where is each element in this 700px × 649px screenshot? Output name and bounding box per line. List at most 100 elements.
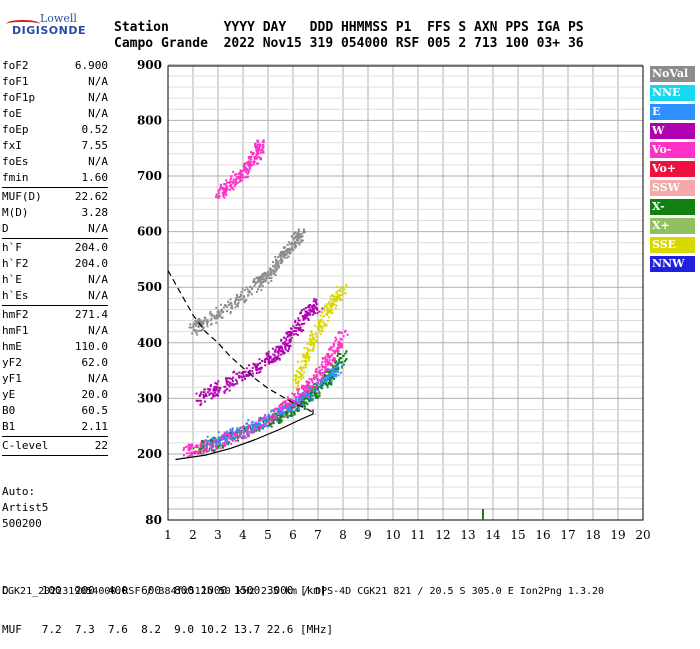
data-point — [261, 143, 264, 146]
data-point — [217, 391, 220, 394]
data-point — [314, 393, 317, 396]
data-point — [294, 395, 297, 398]
data-point — [294, 321, 297, 324]
data-point — [223, 196, 226, 199]
data-point — [293, 326, 296, 329]
data-point — [323, 375, 326, 378]
data-point — [306, 348, 309, 351]
data-point — [339, 356, 342, 359]
data-point — [238, 429, 241, 432]
data-point — [322, 315, 325, 318]
data-point — [306, 314, 309, 317]
data-point — [258, 418, 261, 421]
data-point — [272, 272, 275, 275]
data-point — [267, 274, 270, 277]
data-point — [285, 342, 288, 345]
data-point — [297, 392, 300, 395]
data-point — [306, 346, 309, 349]
data-point — [288, 409, 291, 412]
data-point — [277, 419, 280, 422]
data-point — [333, 357, 336, 360]
param-row: M(D) 3.28 — [2, 205, 108, 221]
data-point — [297, 376, 300, 379]
data-point — [294, 246, 297, 249]
data-point — [225, 438, 228, 441]
data-point — [288, 347, 291, 350]
data-point — [298, 328, 301, 331]
param-row: h`E N/A — [2, 272, 108, 288]
data-point — [279, 347, 282, 350]
data-point — [225, 442, 228, 445]
data-point — [316, 308, 319, 311]
data-point — [269, 268, 272, 271]
data-point — [243, 289, 246, 292]
data-point — [218, 195, 221, 198]
data-point — [336, 349, 339, 352]
data-point — [324, 304, 327, 307]
x-tick-label: 4 — [239, 528, 247, 542]
data-point — [288, 340, 291, 343]
data-point — [337, 344, 340, 347]
data-point — [189, 454, 192, 457]
data-point — [315, 392, 318, 395]
data-point — [274, 273, 277, 276]
param-name: h`E — [2, 273, 22, 286]
data-point — [334, 373, 337, 376]
data-point — [328, 371, 331, 374]
data-point — [202, 326, 205, 329]
data-point — [326, 376, 329, 379]
data-point — [288, 247, 291, 250]
x-tick-label: 3 — [214, 528, 222, 542]
data-point — [231, 306, 234, 309]
data-point — [225, 435, 228, 438]
data-point — [199, 446, 202, 449]
data-point — [268, 413, 271, 416]
data-point — [321, 374, 324, 377]
legend-item: SSE — [650, 237, 695, 253]
data-point — [297, 384, 300, 387]
data-point — [228, 434, 231, 437]
data-point — [280, 338, 283, 341]
data-point — [198, 325, 201, 328]
data-point — [239, 169, 242, 172]
data-point — [279, 412, 282, 415]
data-point — [248, 430, 251, 433]
data-point — [208, 449, 211, 452]
data-point — [308, 393, 311, 396]
data-point — [227, 380, 230, 383]
data-point — [256, 152, 259, 155]
data-point — [337, 361, 340, 364]
data-point — [329, 373, 332, 376]
data-point — [203, 449, 206, 452]
data-point — [292, 386, 295, 389]
data-point — [300, 374, 303, 377]
data-point — [198, 399, 201, 402]
legend-item: X+ — [650, 218, 695, 234]
data-point — [262, 420, 265, 423]
data-point — [296, 408, 299, 411]
data-point — [325, 323, 328, 326]
data-point — [294, 242, 297, 245]
data-point — [272, 260, 275, 263]
data-point — [289, 333, 292, 336]
data-point — [198, 447, 201, 450]
data-point — [253, 160, 256, 163]
data-point — [190, 443, 193, 446]
data-point — [305, 384, 308, 387]
data-point — [332, 357, 335, 360]
data-point — [235, 173, 238, 176]
data-point — [289, 344, 292, 347]
data-point — [251, 370, 254, 373]
data-point — [310, 378, 313, 381]
data-point — [326, 386, 329, 389]
param-row: foF1p N/A — [2, 90, 108, 106]
data-point — [331, 294, 334, 297]
data-point — [314, 371, 317, 374]
data-point — [234, 432, 237, 435]
data-point — [285, 414, 288, 417]
data-point — [271, 409, 274, 412]
data-point — [201, 444, 204, 447]
data-point — [235, 181, 238, 184]
data-point — [297, 390, 300, 393]
data-point — [219, 183, 222, 186]
